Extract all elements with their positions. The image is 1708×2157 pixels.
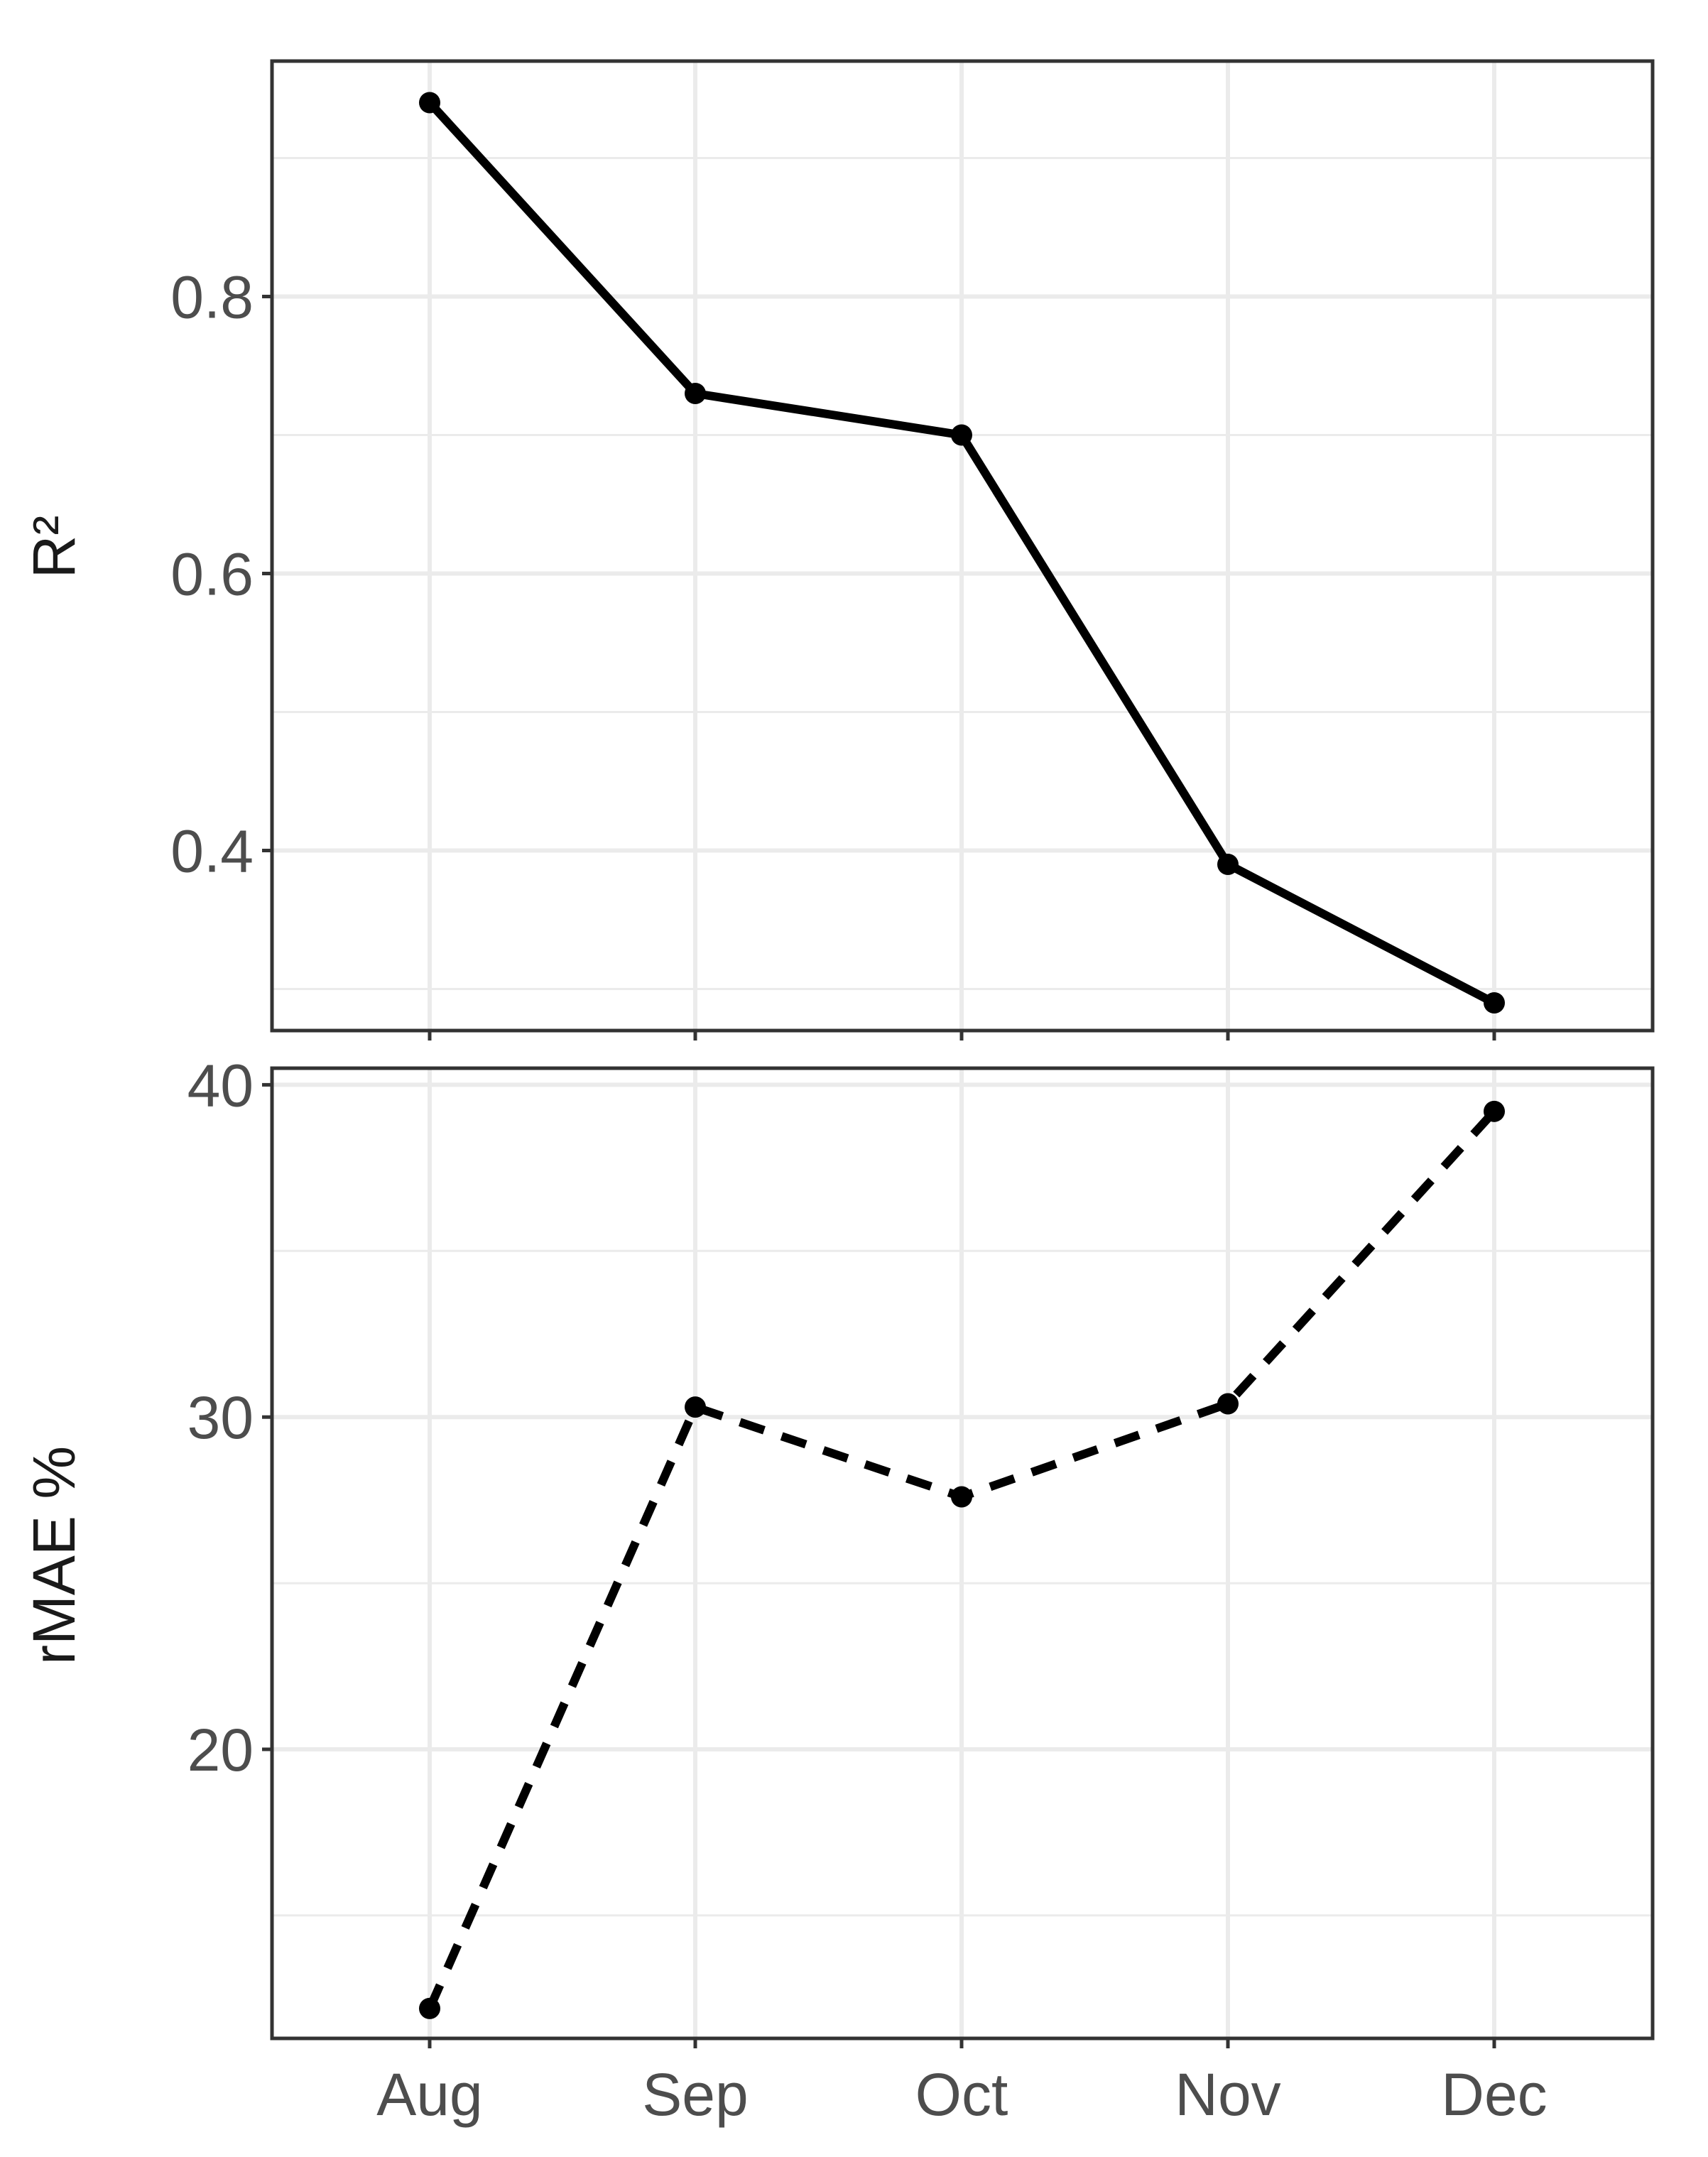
rmae-x-tick-label: Oct (915, 2061, 1008, 2128)
r-squared-y-tick-label: 0.8 (170, 264, 254, 331)
r-squared-y-axis-title: R² (21, 516, 87, 579)
rmae-x-tick-label: Dec (1441, 2061, 1547, 2128)
rmae-data-point (951, 1486, 972, 1508)
rmae-data-point (685, 1396, 706, 1418)
r-squared-data-point (419, 92, 440, 114)
rmae-data-point (1217, 1393, 1239, 1415)
rmae-x-tick-label: Aug (376, 2061, 482, 2128)
r-squared-data-point (685, 383, 706, 404)
rmae-x-tick-label: Sep (642, 2061, 748, 2128)
rmae-y-tick-label: 40 (187, 1052, 254, 1119)
rmae-x-tick-label: Nov (1175, 2061, 1280, 2128)
rmae-data-point (1484, 1100, 1505, 1122)
r-squared-data-point (1484, 992, 1505, 1014)
rmae-data-point (419, 1997, 440, 2019)
r-squared-y-tick-label: 0.4 (170, 818, 254, 885)
panel-r-squared: 0.4 0.6 0.8 R² (21, 59, 1655, 1041)
panel-rmae: 20 30 40 Aug Sep Oct Nov Dec rMAE % (21, 1052, 1655, 2128)
rmae-y-tick-label: 30 (187, 1384, 254, 1451)
rmae-y-axis-title: rMAE % (21, 1446, 87, 1665)
r-squared-data-point (951, 424, 972, 446)
rmae-y-tick-label: 20 (187, 1717, 254, 1783)
r-squared-y-tick-label: 0.6 (170, 541, 254, 608)
r-squared-data-point (1217, 854, 1239, 875)
